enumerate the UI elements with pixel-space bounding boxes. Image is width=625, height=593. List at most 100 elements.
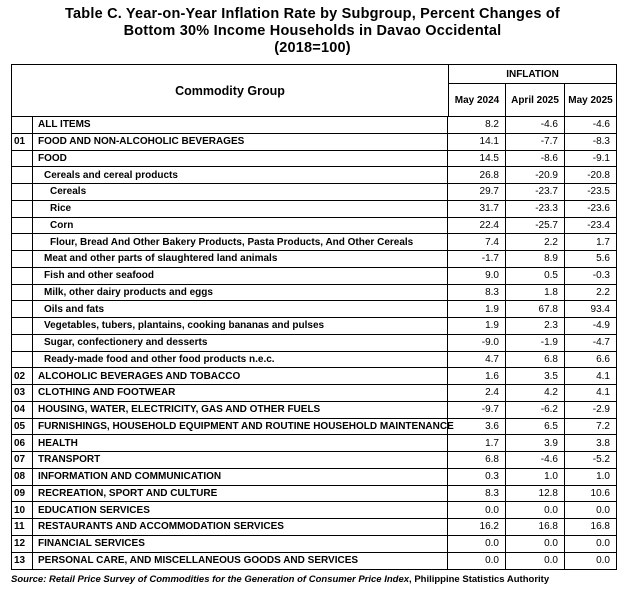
row-value-may-2024: 6.8 (449, 452, 506, 468)
row-code: 09 (12, 485, 33, 502)
table-header: Commodity Group INFLATION May 2024 April… (12, 65, 616, 117)
row-code: 07 (12, 452, 33, 468)
row-value-may-2024: 2.4 (449, 385, 506, 401)
row-label: FOOD (34, 150, 448, 167)
row-label: FINANCIAL SERVICES (34, 535, 448, 552)
row-value-april-2025: 2.3 (506, 318, 565, 334)
row-value-may-2025: 1.7 (596, 236, 610, 248)
row-value-april-2025: 4.2 (506, 385, 565, 401)
row-value-may-2024: 0.0 (449, 502, 506, 518)
row-value-may-2024: -9.7 (449, 401, 506, 418)
row-value-april-2025: 0.0 (506, 502, 565, 518)
table-row: 05 FURNISHINGS, HOUSEHOLD EQUIPMENT AND R… (12, 418, 616, 436)
table-row: Corn 22.4 -25.7 -23.4 (12, 217, 616, 235)
row-value-may-2025: 3.8 (596, 437, 610, 449)
row-value-may-2025: -20.8 (587, 169, 610, 181)
row-value-may-2024: 8.2 (449, 117, 506, 133)
row-value-april-2025: -20.9 (506, 167, 565, 183)
row-value-may-2024: 7.4 (449, 234, 506, 250)
row-value-may-2024: 8.3 (449, 284, 506, 301)
row-label: Vegetables, tubers, plantains, cooking b… (34, 318, 448, 334)
row-value-april-2025: 3.5 (506, 368, 565, 384)
table-row: 09 RECREATION, SPORT AND CULTURE 8.3 12.8 10… (12, 485, 616, 503)
row-label: Flour, Bread And Other Bakery Products, … (34, 234, 448, 250)
row-label: HOUSING, WATER, ELECTRICITY, GAS AND OTH… (34, 401, 448, 418)
table-row: 12 FINANCIAL SERVICES 0.0 0.0 0.0 (12, 535, 616, 553)
row-value-may-2024: 1.9 (449, 318, 506, 334)
source-note: Source: Retail Price Survey of Commoditi… (11, 574, 549, 585)
table-row: 13 PERSONAL CARE, AND MISCELLANEOUS GOODS… (12, 552, 616, 570)
page-title: Table C. Year-on-Year Inflation Rate by … (0, 6, 625, 57)
column-header-may-2025: May 2025 (568, 94, 613, 106)
inflation-table: Commodity Group INFLATION May 2024 April… (11, 64, 617, 571)
row-value-may-2024: 29.7 (449, 184, 506, 200)
row-label: Milk, other dairy products and eggs (34, 284, 448, 301)
row-value-may-2025: -9.1 (592, 152, 610, 164)
row-value-april-2025: 1.8 (506, 284, 565, 301)
row-label: CLOTHING AND FOOTWEAR (34, 385, 448, 401)
row-code: 12 (12, 535, 33, 552)
row-value-may-2025: -23.5 (587, 186, 610, 198)
row-label: Corn (34, 217, 448, 234)
column-header-may-2024: May 2024 (449, 84, 506, 116)
row-value-may-2025: 4.1 (596, 387, 610, 399)
row-value-april-2025: 0.0 (506, 552, 565, 570)
table-row: FOOD 14.5 -8.6 -9.1 (12, 150, 616, 168)
row-value-may-2025: -0.3 (592, 270, 610, 282)
row-value-may-2024: 8.3 (449, 485, 506, 502)
row-code (12, 217, 33, 234)
row-label: EDUCATION SERVICES (34, 502, 448, 518)
row-code (12, 267, 33, 284)
row-label: Meat and other parts of slaughtered land… (34, 251, 448, 267)
table-row: Ready-made food and other food products … (12, 351, 616, 369)
row-code: 11 (12, 519, 33, 535)
row-label: RESTAURANTS AND ACCOMMODATION SERVICES (34, 519, 448, 535)
row-label: HEALTH (34, 435, 448, 451)
row-value-may-2025: -4.9 (592, 320, 610, 332)
row-value-may-2024: 1.9 (449, 301, 506, 317)
row-code (12, 200, 33, 217)
row-label: Fish and other seafood (34, 267, 448, 284)
row-value-april-2025: 0.5 (506, 267, 565, 284)
table-row: ALL ITEMS 8.2 -4.6 -4.6 (12, 117, 616, 134)
row-value-may-2025: -23.4 (587, 219, 610, 231)
row-value-may-2024: 0.0 (449, 552, 506, 570)
row-value-may-2025: -5.2 (592, 454, 610, 466)
row-value-may-2024: 26.8 (449, 167, 506, 183)
row-value-may-2024: -9.0 (449, 334, 506, 351)
title-line-2: Bottom 30% Income Households in Davao Oc… (123, 23, 502, 39)
row-code: 02 (12, 368, 33, 384)
row-label: Rice (34, 200, 448, 217)
row-value-may-2024: 4.7 (449, 351, 506, 368)
row-code (12, 284, 33, 301)
row-value-may-2025: 0.0 (596, 555, 610, 567)
row-code: 10 (12, 502, 33, 518)
table-row: Cereals and cereal products 26.8 -20.9 -20.… (12, 167, 616, 184)
row-value-april-2025: -23.3 (506, 200, 565, 217)
row-label: Cereals (34, 184, 448, 200)
row-label: Ready-made food and other food products … (34, 351, 448, 368)
table-row: Vegetables, tubers, plantains, cooking b… (12, 318, 616, 335)
row-value-may-2025: -4.6 (592, 119, 610, 131)
row-value-may-2025: 7.2 (596, 420, 610, 432)
table-row: Flour, Bread And Other Bakery Products, … (12, 234, 616, 251)
row-value-may-2025: 6.6 (596, 353, 610, 365)
row-value-may-2025: 5.6 (596, 253, 610, 265)
row-code: 06 (12, 435, 33, 451)
table-row: Rice 31.7 -23.3 -23.6 (12, 200, 616, 218)
row-value-may-2024: 1.7 (449, 435, 506, 451)
table-row: Oils and fats 1.9 67.8 93.4 (12, 301, 616, 318)
row-value-may-2024: 16.2 (449, 519, 506, 535)
table-row: 01 FOOD AND NON-ALCOHOLIC BEVERAGES 14.1 -7… (12, 133, 616, 151)
table-row: Sugar, confectionery and desserts -9.0 -1.… (12, 334, 616, 352)
row-value-april-2025: 12.8 (506, 485, 565, 502)
row-code (12, 167, 33, 183)
title-line-1: Table C. Year-on-Year Inflation Rate by … (65, 6, 560, 22)
row-label: Cereals and cereal products (34, 167, 448, 183)
title-line-3: (2018=100) (274, 40, 351, 56)
row-value-april-2025: -23.7 (506, 184, 565, 200)
row-value-april-2025: 6.5 (506, 418, 565, 435)
row-value-april-2025: -1.9 (506, 334, 565, 351)
table-row: 10 EDUCATION SERVICES 0.0 0.0 0.0 (12, 502, 616, 519)
row-value-may-2025: -8.3 (592, 136, 610, 148)
